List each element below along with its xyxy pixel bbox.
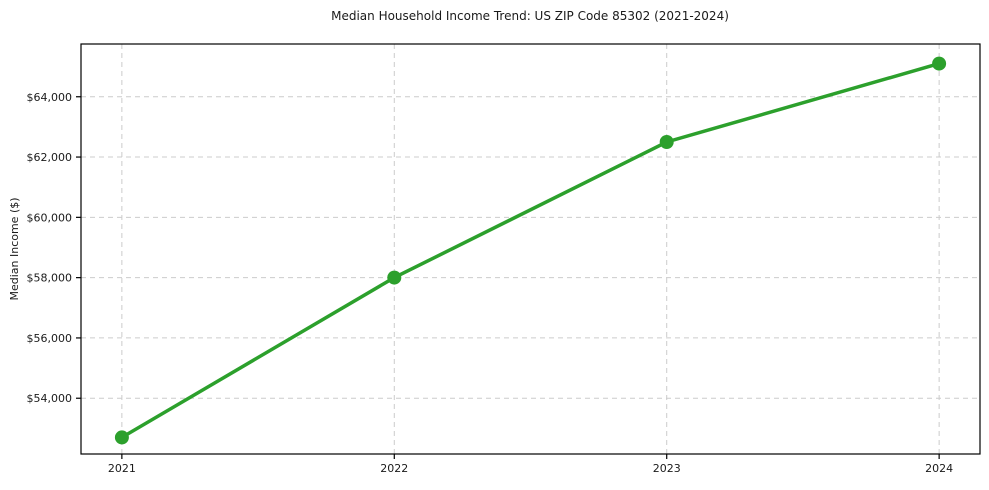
- data-point-2021: [114, 430, 129, 445]
- x-tick-label-2024: 2024: [925, 462, 953, 475]
- plot-area: 2021 2022 2023 2024 $54,000 $56,000 $58,000 $60…: [27, 43, 981, 475]
- data-point-2022: [387, 270, 402, 285]
- y-tick-label-62000: $62,000: [27, 151, 73, 164]
- y-tick-label-54000: $54,000: [27, 392, 73, 405]
- data-point-2024: [932, 56, 947, 71]
- x-tick-label-2022: 2022: [380, 462, 408, 475]
- x-tick-label-2021: 2021: [108, 462, 136, 475]
- y-axis-label: Median Income ($): [8, 197, 21, 300]
- y-tick-label-64000: $64,000: [27, 91, 73, 104]
- plot-border: [80, 43, 981, 455]
- y-tick-label-58000: $58,000: [27, 272, 73, 285]
- trend-line: [121, 61, 940, 439]
- y-tick-label-56000: $56,000: [27, 332, 73, 345]
- x-tick-label-2023: 2023: [653, 462, 681, 475]
- data-point-2023: [659, 135, 674, 149]
- chart-title: Median Household Income Trend: US ZIP Co…: [331, 9, 729, 23]
- y-tick-label-60000: $60,000: [27, 211, 73, 224]
